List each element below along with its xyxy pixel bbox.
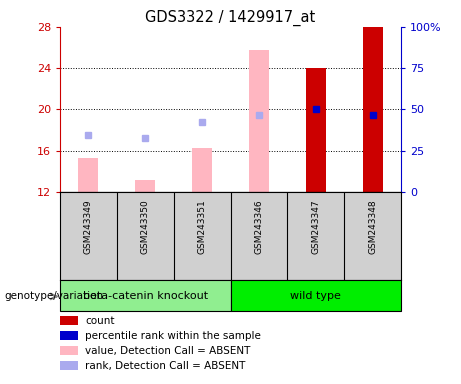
Text: wild type: wild type <box>290 291 341 301</box>
Bar <box>192 147 212 192</box>
Bar <box>60 316 77 325</box>
Bar <box>60 331 77 340</box>
Text: GSM243350: GSM243350 <box>141 199 150 254</box>
Text: percentile rank within the sample: percentile rank within the sample <box>85 331 261 341</box>
Bar <box>60 346 77 355</box>
Text: beta-catenin knockout: beta-catenin knockout <box>83 291 208 301</box>
Text: GSM243348: GSM243348 <box>368 199 377 254</box>
Text: count: count <box>85 316 115 326</box>
Text: rank, Detection Call = ABSENT: rank, Detection Call = ABSENT <box>85 361 246 371</box>
Bar <box>249 50 269 192</box>
Bar <box>60 361 77 370</box>
Bar <box>135 180 155 192</box>
Bar <box>78 158 98 192</box>
Text: value, Detection Call = ABSENT: value, Detection Call = ABSENT <box>85 346 251 356</box>
Text: GSM243349: GSM243349 <box>84 199 93 254</box>
Text: GSM243346: GSM243346 <box>254 199 263 254</box>
Text: GDS3322 / 1429917_at: GDS3322 / 1429917_at <box>145 10 316 26</box>
Bar <box>60 280 230 311</box>
Bar <box>230 280 401 311</box>
Bar <box>306 68 326 192</box>
Text: GSM243351: GSM243351 <box>198 199 207 254</box>
Text: GSM243347: GSM243347 <box>311 199 320 254</box>
Text: genotype/variation: genotype/variation <box>5 291 104 301</box>
Bar <box>363 27 383 192</box>
